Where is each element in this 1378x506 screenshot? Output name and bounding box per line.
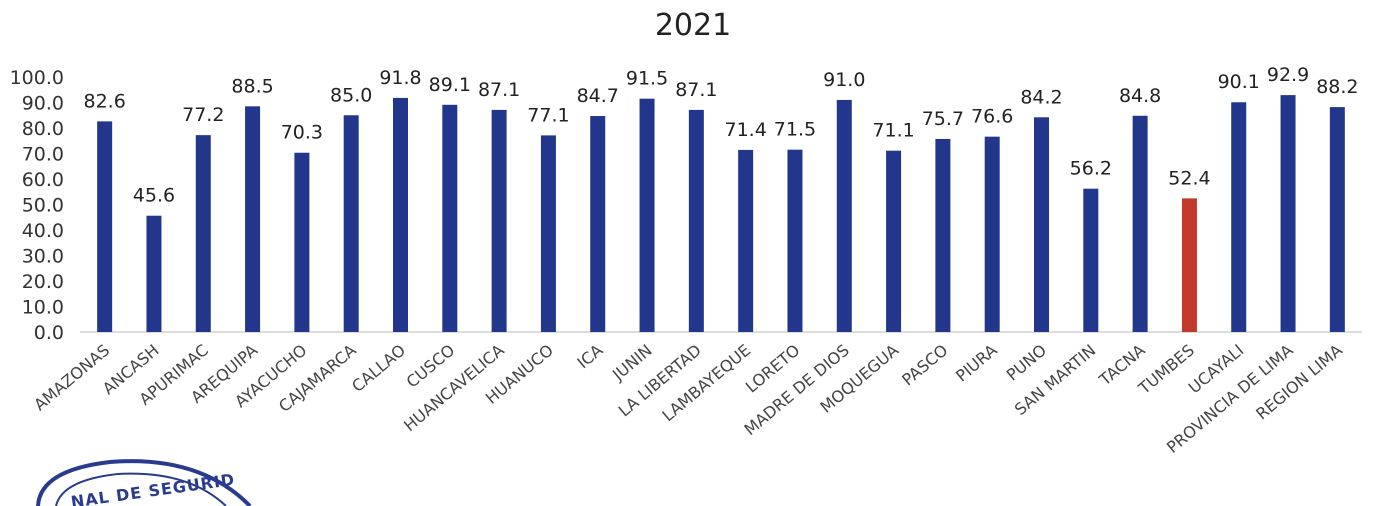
data-label: 87.1 [478, 79, 520, 101]
bar-lambayeque [738, 149, 754, 332]
bar-amazonas [97, 121, 113, 333]
data-label: 89.1 [429, 74, 471, 96]
category-label: LAMBAYEQUE [659, 341, 755, 426]
data-label: 91.5 [626, 68, 668, 90]
data-labels-group: 82.6 45.6 77.2 88.5 70.3 85.0 91.8 89.1 87.1 77.1… [83, 64, 1358, 207]
bar-tacna [1132, 115, 1148, 332]
y-tick-label: 70.0 [22, 144, 64, 166]
bar-huancavelica [491, 109, 507, 333]
bar-loreto [787, 149, 803, 332]
bar-madre-de-dios [836, 99, 852, 332]
data-label: 71.5 [774, 119, 816, 141]
bar-san-martin [1083, 188, 1099, 332]
data-label: 90.1 [1218, 71, 1260, 93]
y-tick-label: 40.0 [22, 220, 64, 242]
data-label: 87.1 [675, 79, 717, 101]
data-label: 84.8 [1119, 85, 1161, 107]
y-tick-label: 60.0 [22, 169, 64, 191]
bar-ica [590, 116, 606, 332]
y-tick-label: 100.0 [10, 67, 64, 89]
bar-provincia-de-lima [1280, 95, 1296, 332]
data-label: 88.5 [231, 75, 273, 97]
category-label: ICA [574, 340, 607, 372]
data-label: 75.7 [922, 108, 964, 130]
category-label: PIURA [952, 340, 1001, 385]
bar-la-libertad [688, 109, 704, 333]
category-label: AMAZONAS [30, 341, 113, 415]
y-tick-label: 20.0 [22, 271, 64, 293]
data-label: 91.0 [823, 69, 865, 91]
y-tick-label: 50.0 [22, 195, 64, 217]
bars-group [97, 95, 1345, 333]
seal-stamp: NAL DE SEGURID [36, 459, 252, 506]
data-label: 91.8 [379, 67, 421, 89]
chart-title: 2021 [655, 8, 731, 43]
bar-cusco [442, 104, 458, 332]
data-label: 92.9 [1267, 64, 1309, 86]
bar-apurimac [195, 135, 211, 332]
category-labels-group: AMAZONASANCASHAPURIMACAREQUIPAAYACUCHOCA… [30, 340, 1346, 456]
data-label: 70.3 [281, 122, 323, 144]
data-label: 88.2 [1316, 76, 1358, 98]
data-label: 45.6 [133, 185, 175, 207]
bar-puno [1034, 117, 1049, 332]
bar-callao [393, 97, 408, 332]
y-tick-label: 10.0 [22, 297, 64, 319]
bar-region-lima [1329, 107, 1345, 332]
data-label: 82.6 [83, 90, 125, 112]
data-label: 77.2 [182, 104, 224, 126]
data-label: 84.7 [577, 85, 619, 107]
bar-cajamarca [343, 115, 359, 332]
data-label: 52.4 [1168, 167, 1210, 189]
bar-ancash [146, 215, 162, 332]
bar-ucayali [1231, 102, 1247, 333]
bar-pasco [935, 138, 951, 332]
bar-piura [984, 136, 1000, 332]
bar-moquegua [886, 150, 902, 332]
y-tick-label: 90.0 [22, 93, 64, 115]
bar-arequipa [245, 106, 261, 332]
bar-junin [639, 98, 655, 332]
data-label: 85.0 [330, 84, 372, 106]
data-label: 76.6 [971, 106, 1013, 128]
category-label: PASCO [898, 341, 951, 390]
y-axis: 0.0 10.0 20.0 30.0 40.0 50.0 60.0 70.0 80.0 90.0 1… [10, 67, 64, 344]
bar-huanuco [540, 135, 556, 332]
category-label: REGION LIMA [1252, 340, 1346, 423]
data-label: 71.1 [872, 120, 914, 142]
bar-tumbes [1181, 198, 1197, 332]
data-label: 84.2 [1020, 86, 1062, 108]
category-label: CALLAO [348, 341, 409, 396]
data-label: 71.4 [724, 119, 766, 141]
data-label: 77.1 [527, 104, 569, 126]
data-label: 56.2 [1070, 158, 1112, 180]
y-tick-label: 80.0 [22, 118, 64, 140]
bar-ayacucho [294, 152, 310, 332]
y-tick-label: 0.0 [34, 322, 64, 344]
y-tick-label: 30.0 [22, 246, 64, 268]
